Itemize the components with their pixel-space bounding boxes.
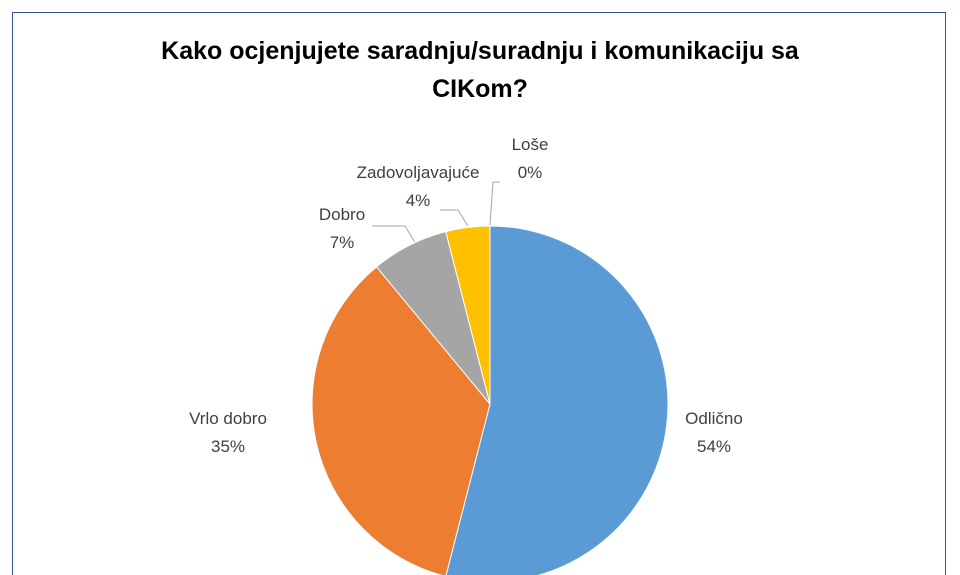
- slice-label: Dobro: [319, 205, 365, 224]
- slice-value-label: 0%: [518, 163, 543, 182]
- chart-title: Kako ocjenjujete saradnju/suradnju i kom…: [161, 37, 799, 103]
- slice-label: Odlično: [685, 409, 743, 428]
- slice-value-label: 7%: [330, 233, 355, 252]
- slice-value-label: 54%: [697, 437, 731, 456]
- pie-slice: [445, 225, 669, 575]
- slice-value-label: 4%: [406, 191, 431, 210]
- slice-label: Loše: [512, 135, 549, 154]
- chart-frame: [12, 12, 946, 575]
- slice-label: Zadovoljavajuće: [357, 163, 480, 182]
- leader-line: [372, 225, 417, 245]
- leader-line: [489, 181, 500, 226]
- pie-slice: [311, 266, 491, 575]
- slice-label: Vrlo dobro: [189, 409, 267, 428]
- leader-line: [440, 209, 469, 227]
- slice-value-label: 35%: [211, 437, 245, 456]
